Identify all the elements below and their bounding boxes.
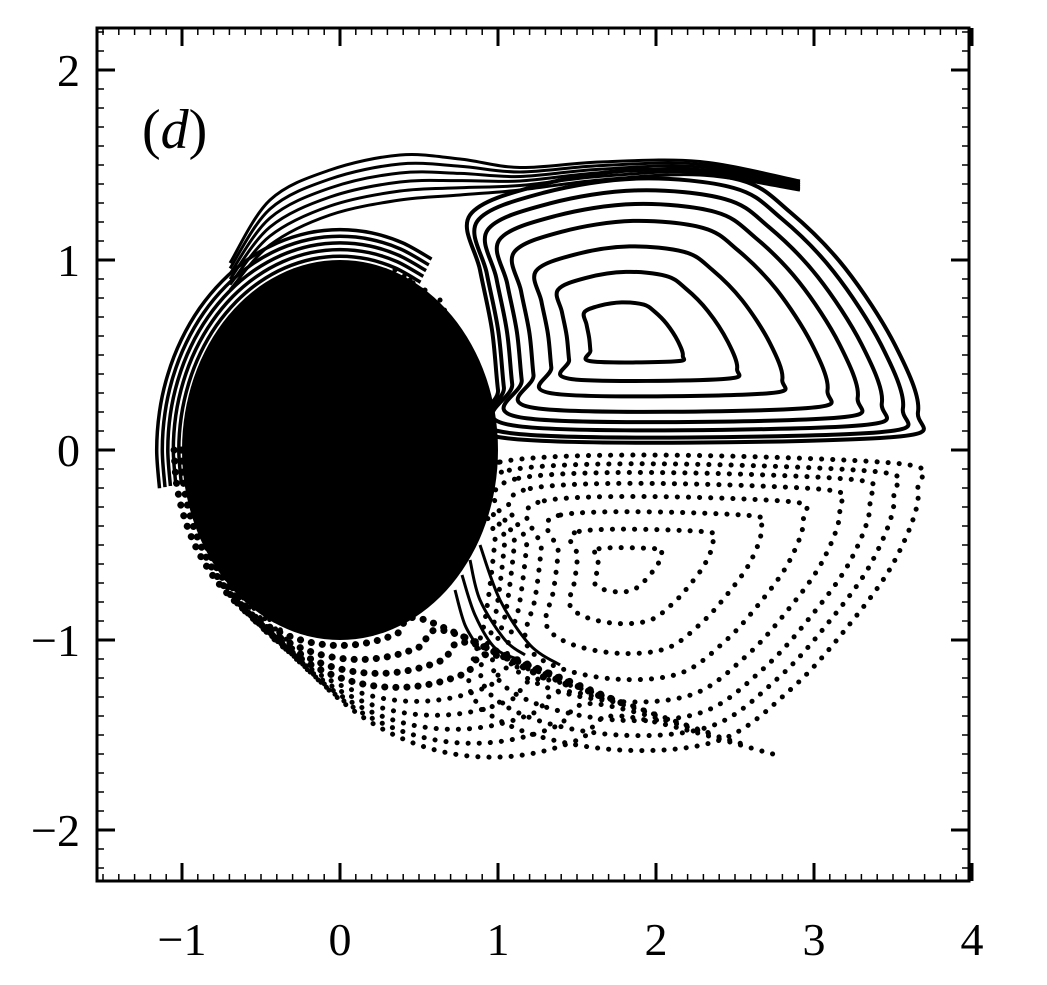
upper-wrap-streamline [228,153,801,264]
x-axis-tick-labels: −1 0 1 2 3 4 [158,914,984,965]
cylinder-wrap-streamline [160,234,430,488]
x-tick-label: 3 [803,914,826,965]
x-tick-label: 4 [961,914,984,965]
upper-streamline [509,218,834,414]
x-tick-label: 2 [645,914,668,965]
wake-streamline [177,446,578,691]
upper-wrap-streamline [228,161,801,270]
upper-streamline [482,188,889,433]
plot-frame [95,26,971,883]
upper-streamline [554,269,742,383]
cylinder-wrap-streamline [171,247,425,485]
upper-wrap-streamline [228,173,801,291]
upper-streamline [532,244,788,399]
upper-streamline [581,300,687,365]
panel-label-close: ) [189,99,208,161]
cylinder-boundary-streamlines [154,227,433,489]
y-tick-label: 0 [57,425,80,476]
lower-streamline [522,493,810,683]
x-axis-ticks [180,28,974,881]
cylinder-wrap-streamline [177,254,422,484]
panel-label-letter: d [161,99,190,161]
wake-streamline [214,447,719,738]
rear-filament [453,589,482,651]
lower-streamline [566,526,718,627]
upper-streamline [494,201,865,425]
rear-filament [460,574,521,662]
lower-streamline [543,509,767,657]
upper-streamline [464,167,926,445]
y-tick-label: −2 [31,805,80,856]
y-tick-label: −1 [31,615,80,666]
panel-label-open: ( [142,99,161,161]
wake-streamline [170,446,549,682]
lower-streamline [591,545,666,595]
lower-streamline [504,480,847,705]
y-tick-label: 2 [57,45,80,96]
lower-streamline [489,469,878,724]
x-tick-label: −1 [158,914,207,965]
upper-wrap-streamline [228,164,801,275]
y-axis-ticks [97,68,969,832]
y-axis-tick-labels: −2 −1 0 1 2 [31,45,80,856]
upper-wrap-streamline [228,170,801,286]
x-tick-label: 0 [329,914,352,965]
cylinder-disk [182,260,498,640]
rear-filament [468,559,526,657]
rear-filament [478,544,561,667]
lower-streamline [466,452,927,754]
y-tick-label: 1 [57,235,80,286]
cylinder-wrap-streamline [166,241,427,487]
upper-vortex-streamlines [228,153,926,445]
upper-wrap-streamline [228,167,801,281]
x-tick-label: 1 [487,914,510,965]
upper-streamline [472,176,911,440]
rear-filament-streamlines [453,544,561,667]
panel-label: (d) [142,99,207,161]
cylinder-wrap-streamline [154,227,433,489]
